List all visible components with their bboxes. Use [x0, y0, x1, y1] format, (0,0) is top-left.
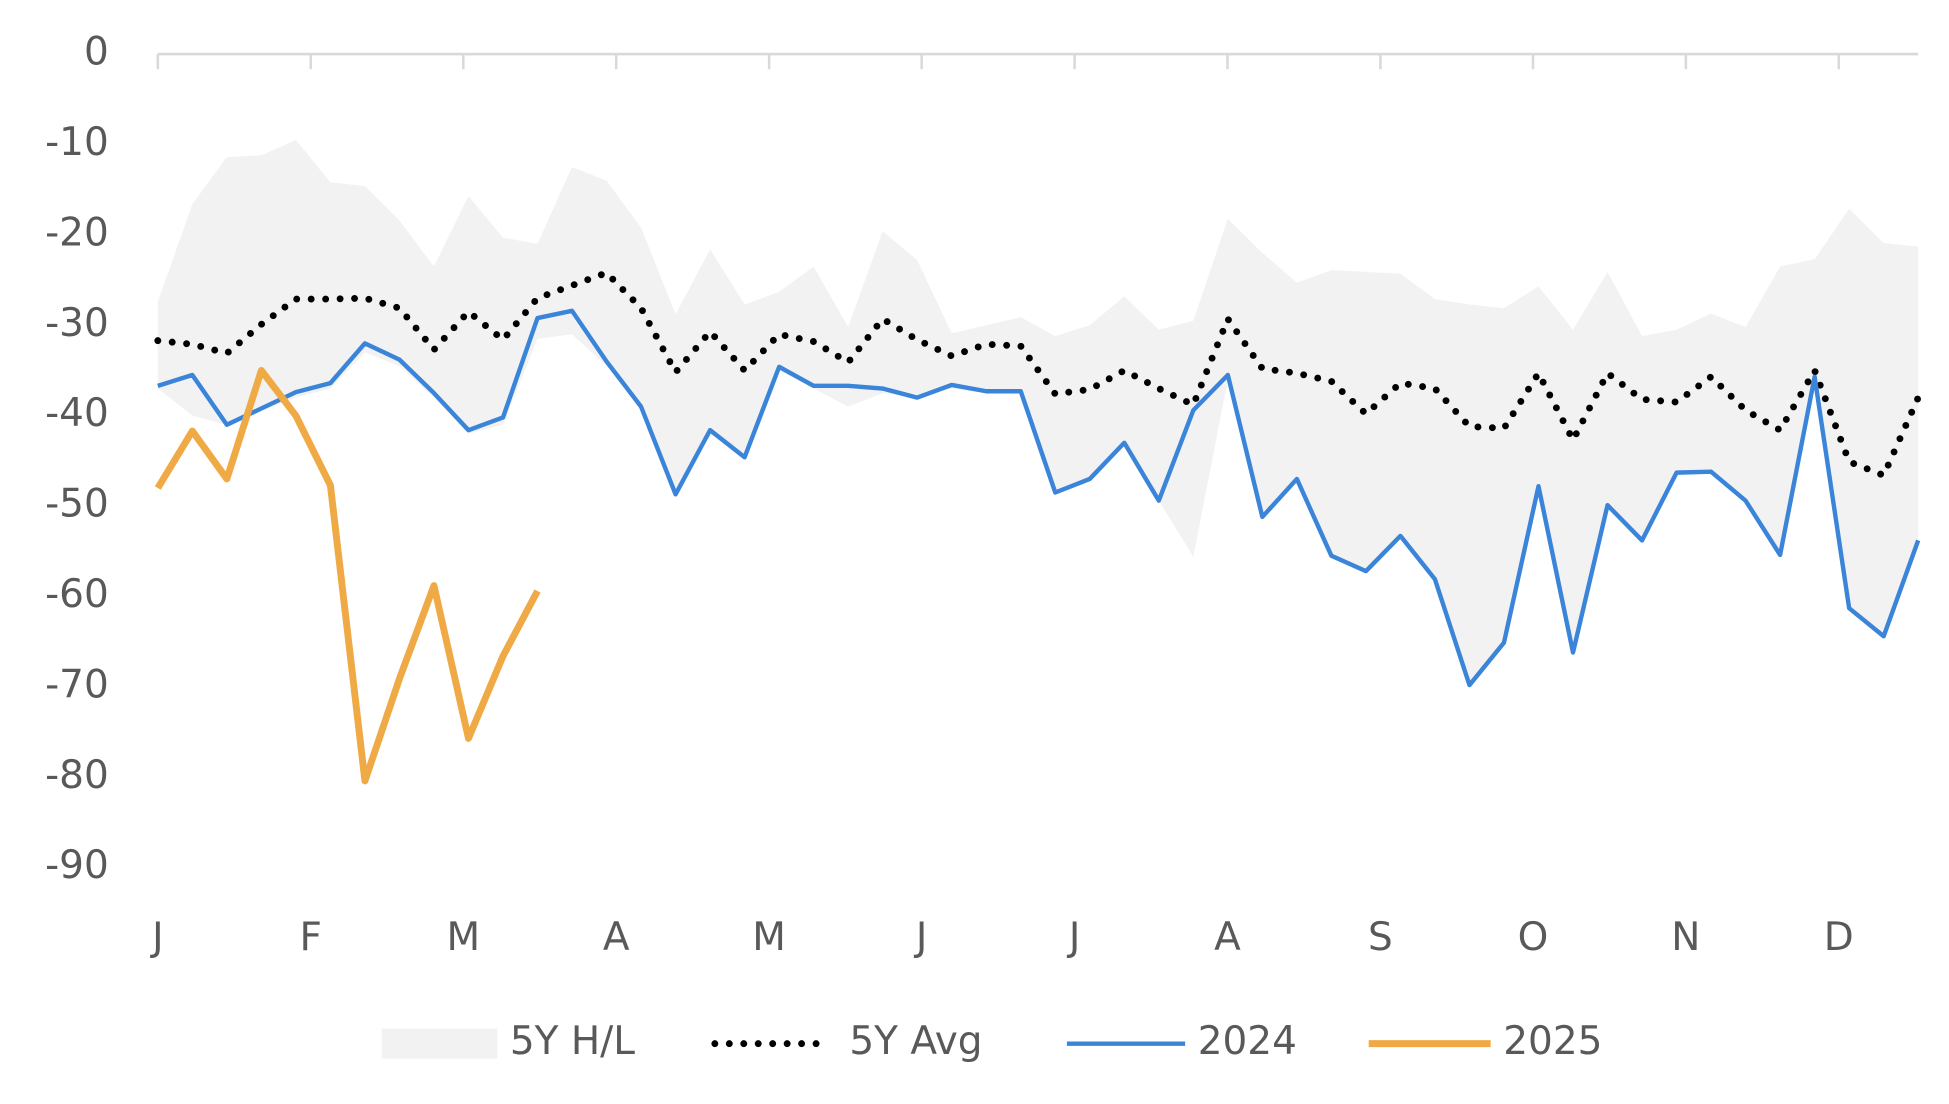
x-tick-label: A — [603, 915, 630, 960]
legend-label: 5Y Avg — [849, 1019, 982, 1064]
legend-swatch — [381, 1028, 498, 1059]
legend-label: 2025 — [1503, 1019, 1602, 1064]
x-tick-label: F — [300, 915, 322, 960]
y-tick-label: -80 — [45, 753, 109, 798]
x-tick-label: J — [1066, 915, 1081, 960]
y-tick-label: -30 — [45, 301, 109, 346]
y-tick-label: -90 — [45, 843, 109, 888]
x-tick-label: D — [1824, 915, 1854, 960]
series-line — [157, 308, 1921, 688]
x-tick-label: S — [1368, 915, 1393, 960]
y-tick-label: -70 — [45, 662, 109, 707]
y-tick-label: -20 — [45, 210, 109, 255]
legend-label: 5Y H/L — [510, 1019, 635, 1064]
band-area — [157, 139, 1919, 686]
x-tick-label: O — [1518, 915, 1549, 960]
series-line — [154, 268, 1922, 480]
x-tick-label: M — [752, 915, 786, 960]
x-tick-label: A — [1214, 915, 1241, 960]
x-tick-label: J — [913, 915, 927, 960]
y-tick-label: 0 — [84, 30, 109, 75]
x-tick-label: M — [446, 915, 480, 960]
x-tick-label: N — [1671, 915, 1700, 960]
x-tick-label: J — [149, 915, 164, 960]
y-tick-label: -50 — [45, 482, 109, 527]
y-tick-label: -40 — [45, 391, 109, 436]
legend-label: 2024 — [1198, 1019, 1297, 1064]
y-tick-label: -10 — [45, 120, 109, 165]
y-tick-label: -60 — [45, 572, 109, 617]
series-line — [154, 367, 541, 785]
